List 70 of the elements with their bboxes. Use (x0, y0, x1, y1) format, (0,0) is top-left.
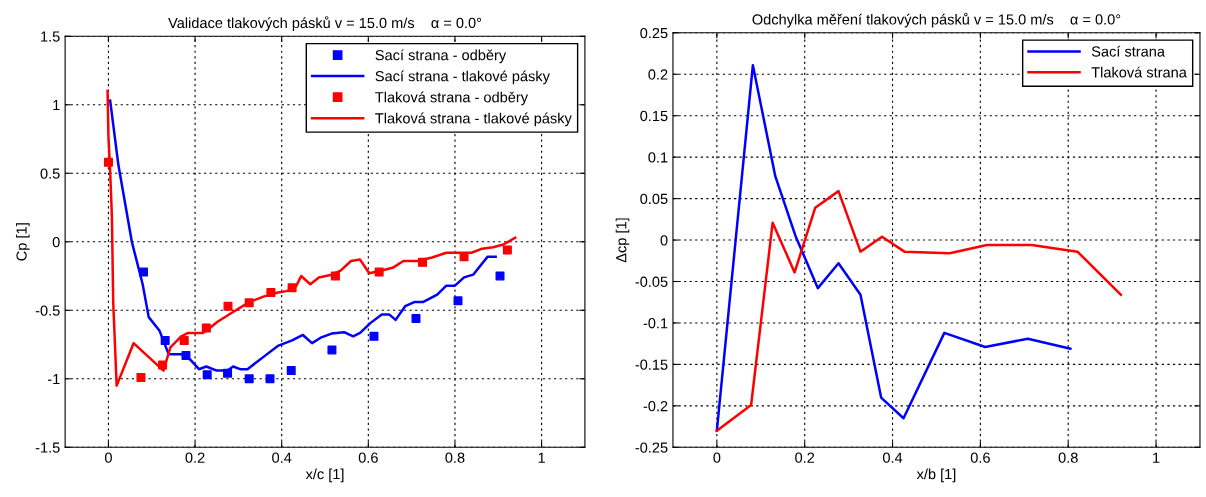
legend-label: Sací strana (1091, 45, 1165, 57)
y-tick-label: -0.25 (635, 442, 668, 453)
y-tick-label: 1 (53, 100, 60, 111)
x-tick-label: 0.2 (795, 452, 815, 463)
y-tick-label: 0.2 (648, 69, 668, 80)
line-series (715, 63, 1072, 432)
point (286, 366, 296, 376)
point (244, 374, 254, 384)
y-tick-label: 0.05 (640, 193, 668, 205)
x-tick-label: 0.6 (970, 452, 990, 463)
x-tick-label: 0.2 (185, 452, 205, 463)
x-tick-label: 0 (104, 452, 112, 463)
y-tick-label: -0.05 (635, 276, 668, 287)
point (265, 374, 275, 384)
y-tick-label: 0.25 (640, 27, 668, 39)
point (287, 283, 297, 293)
y-tick-label: -1.5 (35, 442, 60, 453)
point (202, 370, 212, 380)
x-tick-label: 0.4 (272, 452, 292, 463)
x-axis-title: x/c [1] (305, 468, 344, 483)
point (223, 301, 233, 311)
point (139, 267, 149, 277)
x-tick-label: 0.8 (1058, 452, 1078, 463)
point (453, 296, 463, 306)
line-series (715, 189, 1123, 432)
x-tick-label: 1 (1153, 452, 1160, 463)
point (244, 298, 254, 308)
y-tick-label: -0.1 (643, 318, 668, 329)
point (502, 245, 512, 255)
point (136, 372, 146, 382)
x-tick-label: 1 (538, 452, 545, 463)
point (181, 351, 191, 361)
y-axis-title: Cp [1] (15, 223, 30, 261)
point (495, 271, 505, 281)
y-tick-label: 0 (660, 235, 668, 246)
y-tick-label: 1.5 (41, 31, 60, 42)
legend-label: Sací strana - odběry (375, 49, 507, 64)
y-tick-label: 0.15 (640, 110, 668, 122)
y-tick-label: 0.1 (648, 152, 668, 163)
chart-title: Odchylka měření tlakových pásků v = 15.0 m/s α = 0.0° (752, 12, 1121, 28)
y-tick-label: 0.5 (40, 168, 60, 179)
legend-label: Sací strana - tlakové pásky (375, 70, 550, 85)
point (103, 157, 113, 167)
y-axis-title: Δcp [1] (615, 218, 630, 263)
point (266, 287, 276, 297)
y-tick-label: -0.15 (635, 359, 668, 370)
legend-label: Tlaková strana - odběry (375, 91, 529, 106)
point (179, 335, 189, 345)
point (158, 360, 168, 370)
y-tick-label: -1 (47, 374, 60, 385)
point (327, 345, 337, 355)
x-tick-label: 0.6 (358, 452, 378, 463)
point (223, 368, 233, 378)
point (369, 331, 379, 341)
point (417, 257, 427, 267)
y-tick-label: -0.5 (35, 305, 60, 316)
point (411, 314, 421, 324)
x-tick-label: 0 (713, 452, 721, 463)
point (160, 335, 170, 345)
x-axis-title: x/b [1] (916, 468, 956, 483)
point (201, 323, 211, 333)
legend-label: Tlaková strana (1091, 66, 1187, 78)
point (374, 267, 384, 277)
legend-label: Tlaková strana - tlakové pásky (375, 112, 572, 127)
x-tick-label: 0.4 (882, 452, 903, 463)
y-tick-label: 0 (52, 236, 60, 248)
point (330, 271, 340, 281)
x-tick-label: 0.8 (445, 452, 465, 463)
chart-title: Validace tlakových pásků v = 15.0 m/s α = 0.0° (168, 16, 482, 31)
y-tick-label: -0.2 (643, 400, 668, 412)
